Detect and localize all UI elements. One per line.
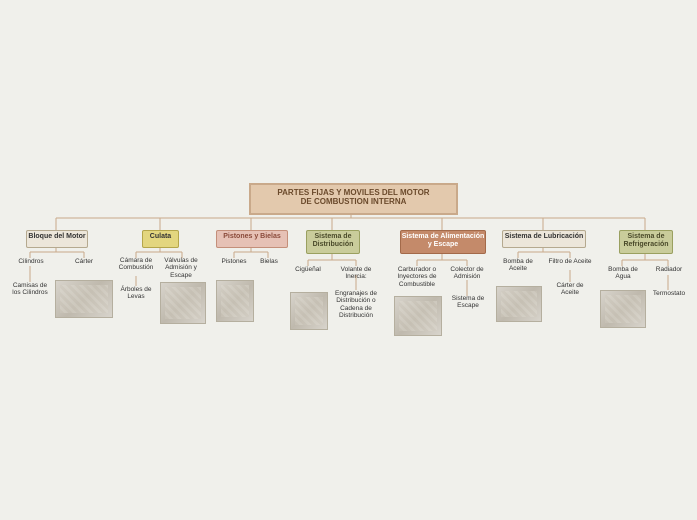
- cat-lubricacion: Sistema de Lubricación: [502, 230, 586, 248]
- leaf-engranajes: Engranajes de Distribución o Cadena de D…: [334, 290, 378, 320]
- cat-bloque: Bloque del Motor: [26, 230, 88, 248]
- leaf-termostato: Termostato: [650, 290, 688, 297]
- leaf-camisas: Camisas de los Cilindros: [10, 282, 50, 297]
- leaf-volante: Volante de Inercia:: [330, 266, 382, 281]
- root-line2: DE COMBUSTION INTERNA: [251, 197, 456, 206]
- leaf-cilindros: Cilindros: [14, 258, 48, 265]
- image-pistones: [216, 280, 254, 322]
- leaf-bomba-agua: Bomba de Agua: [602, 266, 644, 281]
- leaf-bomba-aceite: Bomba de Aceite: [500, 258, 536, 273]
- cat-refrigeracion: Sistema de Refrigeración: [619, 230, 673, 254]
- leaf-bielas: Bielas: [258, 258, 280, 265]
- leaf-escape: Sistema de Escape: [450, 295, 486, 310]
- cat-alimentacion: Sistema de Alimentación y Escape: [400, 230, 486, 254]
- leaf-valvulas: Válvulas de Admisión y Escape: [162, 257, 200, 279]
- image-refrigeracion: [600, 290, 646, 328]
- leaf-carter: Cárter: [72, 258, 96, 265]
- leaf-radiador: Radiador: [652, 266, 686, 273]
- image-bloque: [55, 280, 113, 318]
- leaf-camara: Cámara de Combustión: [116, 257, 156, 272]
- leaf-filtro-aceite: Filtro de Aceite: [548, 258, 592, 265]
- leaf-colector: Colector de Admisión: [448, 266, 486, 281]
- image-alimentacion: [394, 296, 442, 336]
- leaf-carburador: Carburador o Inyectores de Combustible: [394, 266, 440, 288]
- root-node: PARTES FIJAS Y MOVILES DEL MOTOR DE COMB…: [249, 183, 458, 215]
- root-line1: PARTES FIJAS Y MOVILES DEL MOTOR: [251, 188, 456, 197]
- connector-lines: [0, 0, 697, 520]
- cat-distribucion: Sistema de Distribución: [306, 230, 360, 254]
- image-lubricacion: [496, 286, 542, 322]
- leaf-arboles: Árboles de Levas: [118, 286, 154, 301]
- cat-culata: Culata: [142, 230, 179, 248]
- image-distribucion: [290, 292, 328, 330]
- cat-pistones: Pistones y Bielas: [216, 230, 288, 248]
- leaf-carter-aceite: Cárter de Aceite: [548, 282, 592, 297]
- image-culata: [160, 282, 206, 324]
- leaf-pistones: Pistones: [218, 258, 250, 265]
- leaf-ciguenal: Cigüeñal: [292, 266, 324, 273]
